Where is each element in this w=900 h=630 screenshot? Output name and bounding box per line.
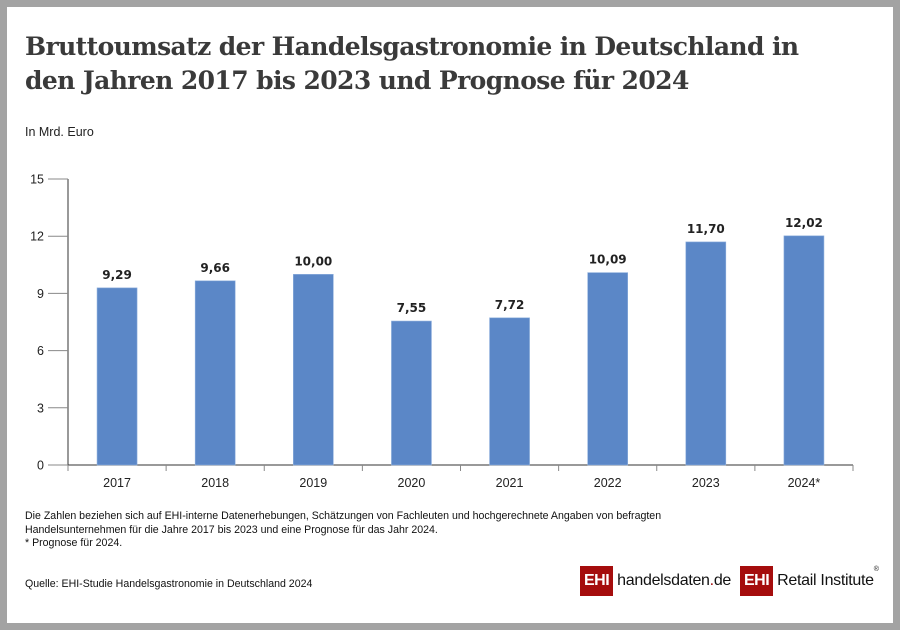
x-tick-label: 2018 [201, 476, 229, 490]
footnote-line: Die Zahlen beziehen sich auf EHI-interne… [25, 510, 662, 522]
footnote-line: Handelsunternehmen für die Jahre 2017 bi… [25, 523, 438, 536]
data-label: 10,09 [589, 253, 627, 267]
footnote-forecast: * Prognose für 2024. [25, 537, 123, 549]
x-tick-label: 2021 [496, 476, 524, 490]
registered-mark: ® [873, 566, 879, 573]
x-tick-label: 2024* [788, 476, 821, 490]
bar-chart: 0 3 6 9 12 15 9,29 2017 9,66 2018 10,00 2019 7,55 20… [30, 173, 854, 490]
unit-label: In Mrd. Euro [25, 125, 94, 139]
bar [783, 235, 825, 466]
data-label: 12,02 [785, 216, 823, 230]
bar [489, 317, 530, 466]
ehi-badge: EHI [740, 566, 774, 596]
data-label: 7,55 [397, 301, 427, 315]
logo-text: handelsdaten.de [617, 572, 731, 590]
x-tick-label: 2023 [692, 476, 720, 490]
y-tick-label: 6 [37, 344, 44, 358]
logo-name: Retail Institute [777, 572, 874, 589]
bar [587, 272, 628, 466]
bar [194, 280, 236, 466]
logo-dot: . [709, 572, 714, 589]
x-tick-label: 2022 [594, 476, 622, 490]
footnotes: Die Zahlen beziehen sich auf EHI-interne… [25, 510, 845, 551]
chart-card [7, 7, 893, 623]
logo-name: handelsdaten [617, 572, 710, 589]
y-tick-label: 9 [37, 287, 44, 301]
logo-text: Retail Institute® [777, 566, 879, 590]
x-tick-label: 2020 [398, 476, 426, 490]
data-label: 9,66 [200, 261, 230, 275]
bar [96, 287, 138, 466]
logo-retail-institute[interactable]: EHI Retail Institute® [740, 566, 879, 596]
bar [391, 320, 432, 466]
y-tick-label: 0 [37, 459, 44, 473]
data-label: 7,72 [495, 298, 525, 312]
y-tick-label: 15 [30, 173, 44, 187]
data-label: 11,70 [687, 222, 725, 236]
y-tick-label: 3 [37, 401, 44, 415]
chart-title: Bruttoumsatz der Handelsgastronomie in D… [25, 32, 799, 95]
data-label: 10,00 [294, 254, 332, 268]
y-tick-label: 12 [30, 230, 44, 244]
bar [293, 274, 334, 466]
logo-handelsdaten[interactable]: EHI handelsdaten.de [580, 566, 731, 596]
x-tick-label: 2019 [299, 476, 327, 490]
data-label: 9,29 [102, 268, 132, 282]
x-tick-label: 2017 [103, 476, 131, 490]
logo-tld: de [713, 572, 732, 589]
source-note: Quelle: EHI-Studie Handelsgastronomie in… [25, 578, 313, 590]
ehi-badge: EHI [580, 566, 614, 596]
bar [685, 241, 727, 466]
